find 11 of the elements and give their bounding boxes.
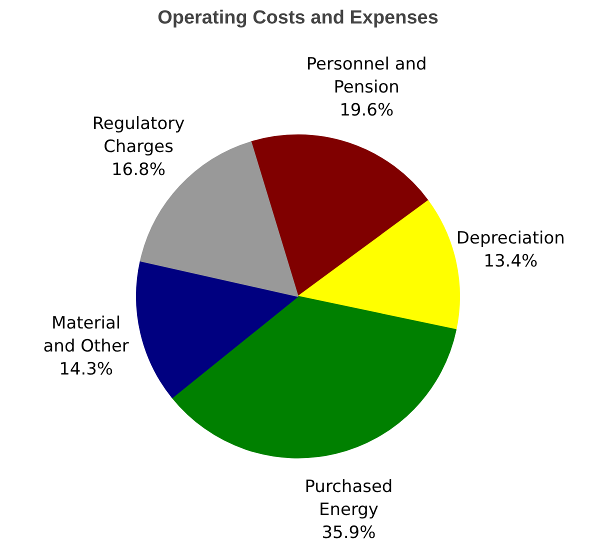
data-label: 14.3% [59,359,114,380]
data-label: 16.8% [111,160,166,180]
slice-label: Regulatory Charges [92,114,185,157]
data-label: 35.9% [322,523,376,544]
slice-label: Depreciation [456,228,565,248]
data-label: 19.6% [340,100,394,121]
slice-label: Material and Other [43,313,129,356]
slice-label: Personnel and Pension [306,54,427,98]
chart-title: Operating Costs and Expenses [158,8,438,28]
slice-label: Purchased Energy [304,477,393,520]
data-label: 13.4% [484,251,538,272]
